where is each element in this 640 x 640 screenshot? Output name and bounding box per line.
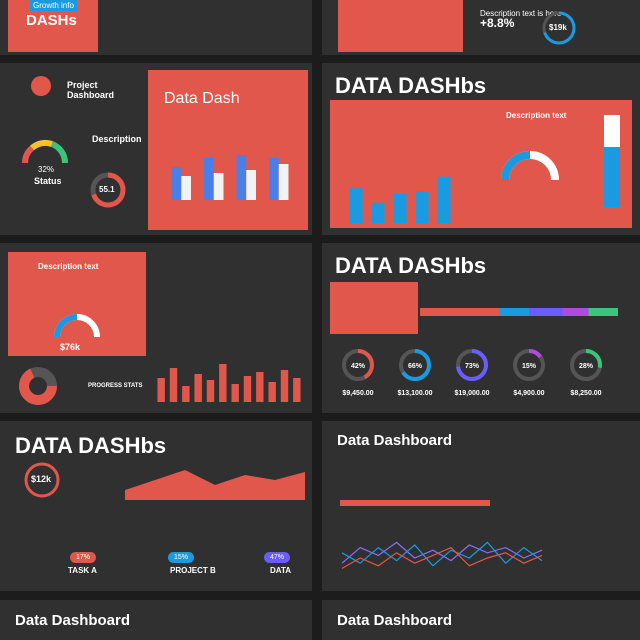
bar-chart [157, 364, 301, 402]
gauge [54, 314, 100, 338]
gauge [22, 139, 69, 164]
task: DATA [270, 566, 292, 575]
title: DATA DASHbs [335, 253, 487, 278]
ring-label: $19k [549, 23, 567, 32]
ring-arc [570, 349, 602, 381]
bar [194, 374, 202, 402]
bar [293, 378, 301, 402]
line [341, 541, 543, 567]
rings: 42% $9,450.00 66% $13,100.00 73% $19,000.00 15… [342, 349, 602, 397]
task: TASK A [68, 566, 97, 575]
title: Data Dashboard [337, 432, 453, 449]
title: DATA DASHbs [15, 433, 167, 458]
bar [349, 188, 363, 223]
description: Description text [38, 262, 99, 271]
ring-arc [342, 349, 374, 381]
bar [437, 176, 451, 223]
bar [280, 370, 289, 402]
ring-arc [542, 11, 576, 45]
ring-label: 15% [522, 363, 537, 370]
pill: 47% [264, 552, 291, 563]
slide [322, 600, 640, 640]
amount: $19,000.00 [454, 390, 489, 397]
bar [206, 380, 215, 402]
ring-arc [90, 172, 126, 208]
description: Description [92, 134, 142, 144]
pill: 17% [70, 552, 97, 563]
bar [371, 202, 385, 223]
ring-arc [513, 349, 545, 381]
panel [8, 252, 146, 356]
bar [213, 173, 224, 200]
bar [169, 368, 178, 402]
pill: 15% [168, 552, 195, 563]
label: Description text is here [480, 9, 562, 18]
ring-arc [399, 349, 431, 381]
amount: $12k [31, 474, 52, 484]
bar-chart [171, 155, 289, 200]
meter [604, 115, 620, 207]
gauge [501, 151, 559, 181]
bar [268, 382, 276, 402]
bar [231, 384, 239, 402]
ring-label: 73% [465, 363, 480, 370]
bar [256, 372, 264, 402]
bar [393, 194, 407, 223]
bar [219, 364, 227, 402]
line [341, 546, 543, 569]
heading: Project Dashboard [67, 80, 115, 100]
slide [0, 421, 312, 591]
donut-label: 55.1 [99, 185, 115, 194]
title: DASHs [26, 12, 77, 29]
ring [542, 11, 576, 45]
line-chart [341, 541, 543, 569]
bar [340, 500, 490, 506]
bar [157, 378, 165, 402]
title: DATA DASHbs [335, 73, 487, 98]
task: PROJECT B [170, 566, 216, 575]
amount: $9,450.00 [342, 390, 373, 397]
amount: $8,250.00 [570, 390, 601, 397]
slide [0, 600, 312, 640]
amount: $76k [60, 342, 81, 352]
panel [338, 0, 463, 52]
donut [90, 172, 126, 208]
status: Status [34, 176, 62, 186]
line [341, 541, 543, 564]
area [125, 470, 305, 500]
ring-label: 28% [579, 363, 594, 370]
slide [322, 421, 640, 591]
amount: $13,100.00 [397, 390, 432, 397]
ring [24, 462, 60, 498]
bar [181, 176, 191, 200]
panel [330, 282, 418, 334]
title: Data Dashboard [337, 612, 453, 629]
donut [19, 367, 57, 405]
bar [236, 155, 247, 200]
bar [182, 386, 190, 402]
bar [278, 164, 289, 200]
panel [148, 70, 308, 230]
title: Data Dash [164, 90, 240, 107]
bar [415, 191, 429, 223]
title: Data Dashboard [15, 612, 131, 629]
bar [204, 158, 214, 200]
bar [246, 170, 256, 200]
ring-arc [456, 349, 488, 381]
bar-chart [349, 176, 451, 223]
gauge-label: 32% [38, 165, 55, 174]
bar [171, 167, 182, 200]
amount: $4,900.00 [513, 390, 544, 397]
icon [31, 76, 51, 96]
stacked-bar [420, 308, 618, 316]
progress: PROGRESS STATS [88, 383, 143, 389]
bar [243, 376, 252, 402]
ring-label: 42% [351, 363, 366, 370]
stat: +8.8% [480, 16, 515, 30]
description: Description text [506, 111, 567, 120]
bar [269, 158, 279, 200]
ring-label: 66% [408, 363, 423, 370]
badge: Growth info [30, 0, 77, 11]
